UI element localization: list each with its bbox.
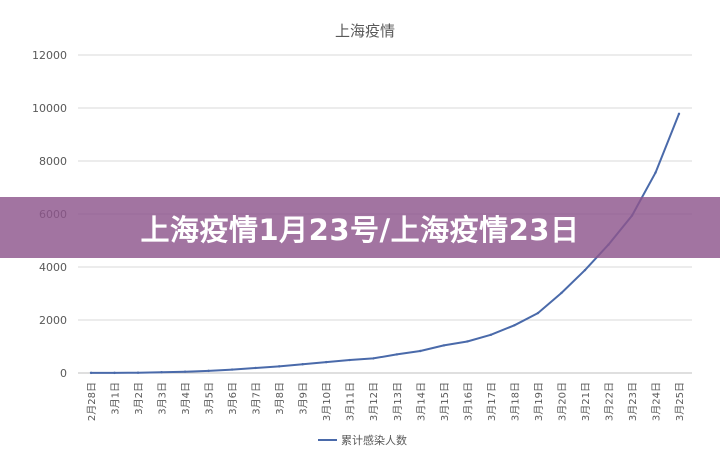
data-point bbox=[277, 365, 281, 368]
data-point bbox=[677, 112, 681, 116]
y-tick-label: 10000 bbox=[32, 102, 67, 115]
y-tick-label: 8000 bbox=[39, 155, 67, 168]
data-point bbox=[207, 369, 210, 373]
y-tick-label: 2000 bbox=[39, 314, 67, 327]
data-point bbox=[160, 371, 163, 374]
data-point bbox=[348, 358, 351, 362]
x-tick-label: 3月7日 bbox=[251, 382, 263, 415]
x-tick-label: 3月18日 bbox=[509, 382, 521, 421]
x-tick-label: 3月2日 bbox=[133, 382, 145, 415]
data-point bbox=[419, 349, 422, 353]
data-point bbox=[372, 357, 375, 360]
x-tick-label: 3月16日 bbox=[462, 382, 474, 421]
x-tick-label: 3月15日 bbox=[439, 382, 451, 421]
data-point bbox=[301, 363, 304, 366]
x-tick-label: 2月28日 bbox=[86, 382, 98, 421]
y-tick-label: 4000 bbox=[39, 261, 67, 274]
title-banner: 上海疫情1月23号/上海疫情23日 bbox=[0, 197, 720, 258]
data-point bbox=[395, 353, 398, 356]
x-tick-label: 3月3日 bbox=[157, 382, 169, 415]
data-point bbox=[536, 311, 540, 315]
banner-title: 上海疫情1月23号/上海疫情23日 bbox=[140, 212, 580, 247]
x-tick-label: 3月8日 bbox=[274, 382, 286, 415]
data-point bbox=[560, 291, 563, 295]
x-tick-label: 3月11日 bbox=[345, 382, 357, 421]
x-tick-label: 3月23日 bbox=[627, 382, 639, 421]
data-point bbox=[466, 340, 469, 343]
chart-title: 上海疫情 bbox=[335, 22, 395, 40]
x-tick-label: 3月20日 bbox=[556, 382, 568, 421]
y-tick-label: 12000 bbox=[32, 49, 67, 62]
data-point bbox=[183, 370, 187, 373]
x-tick-label: 3月13日 bbox=[392, 382, 404, 421]
x-tick-label: 3月21日 bbox=[580, 382, 592, 421]
data-point bbox=[654, 171, 657, 174]
x-tick-label: 3月22日 bbox=[603, 382, 615, 421]
data-point bbox=[136, 371, 140, 374]
x-tick-label: 3月14日 bbox=[415, 382, 427, 421]
data-point bbox=[89, 371, 93, 375]
x-tick-label: 3月6日 bbox=[227, 382, 239, 415]
legend-label: 累计感染人数 bbox=[341, 433, 407, 447]
legend: 累计感染人数 bbox=[318, 433, 407, 447]
x-tick-label: 3月25日 bbox=[674, 382, 686, 421]
data-point bbox=[230, 368, 234, 371]
x-tick-label: 3月4日 bbox=[180, 382, 192, 415]
x-tick-label: 3月1日 bbox=[110, 382, 122, 415]
data-point bbox=[442, 344, 445, 347]
data-point bbox=[254, 366, 257, 370]
data-point bbox=[325, 360, 328, 364]
x-tick-label: 3月12日 bbox=[368, 382, 380, 421]
x-axis-ticks: 2月28日 3月1日 3月2日 3月3日 3月4日 3月5日 3月6日 3月7日 3月8日 3月9… bbox=[86, 382, 686, 421]
data-point bbox=[583, 268, 587, 272]
x-tick-label: 3月17日 bbox=[486, 382, 498, 421]
x-tick-label: 3月9日 bbox=[298, 382, 310, 415]
data-point bbox=[489, 333, 493, 337]
data-point bbox=[513, 324, 516, 327]
x-tick-label: 3月10日 bbox=[321, 382, 333, 421]
series-line bbox=[91, 113, 680, 374]
y-tick-label: 0 bbox=[60, 367, 67, 380]
data-point bbox=[113, 371, 116, 375]
x-tick-label: 3月19日 bbox=[533, 382, 545, 421]
x-tick-label: 3月24日 bbox=[650, 382, 662, 421]
x-tick-label: 3月5日 bbox=[204, 382, 216, 415]
